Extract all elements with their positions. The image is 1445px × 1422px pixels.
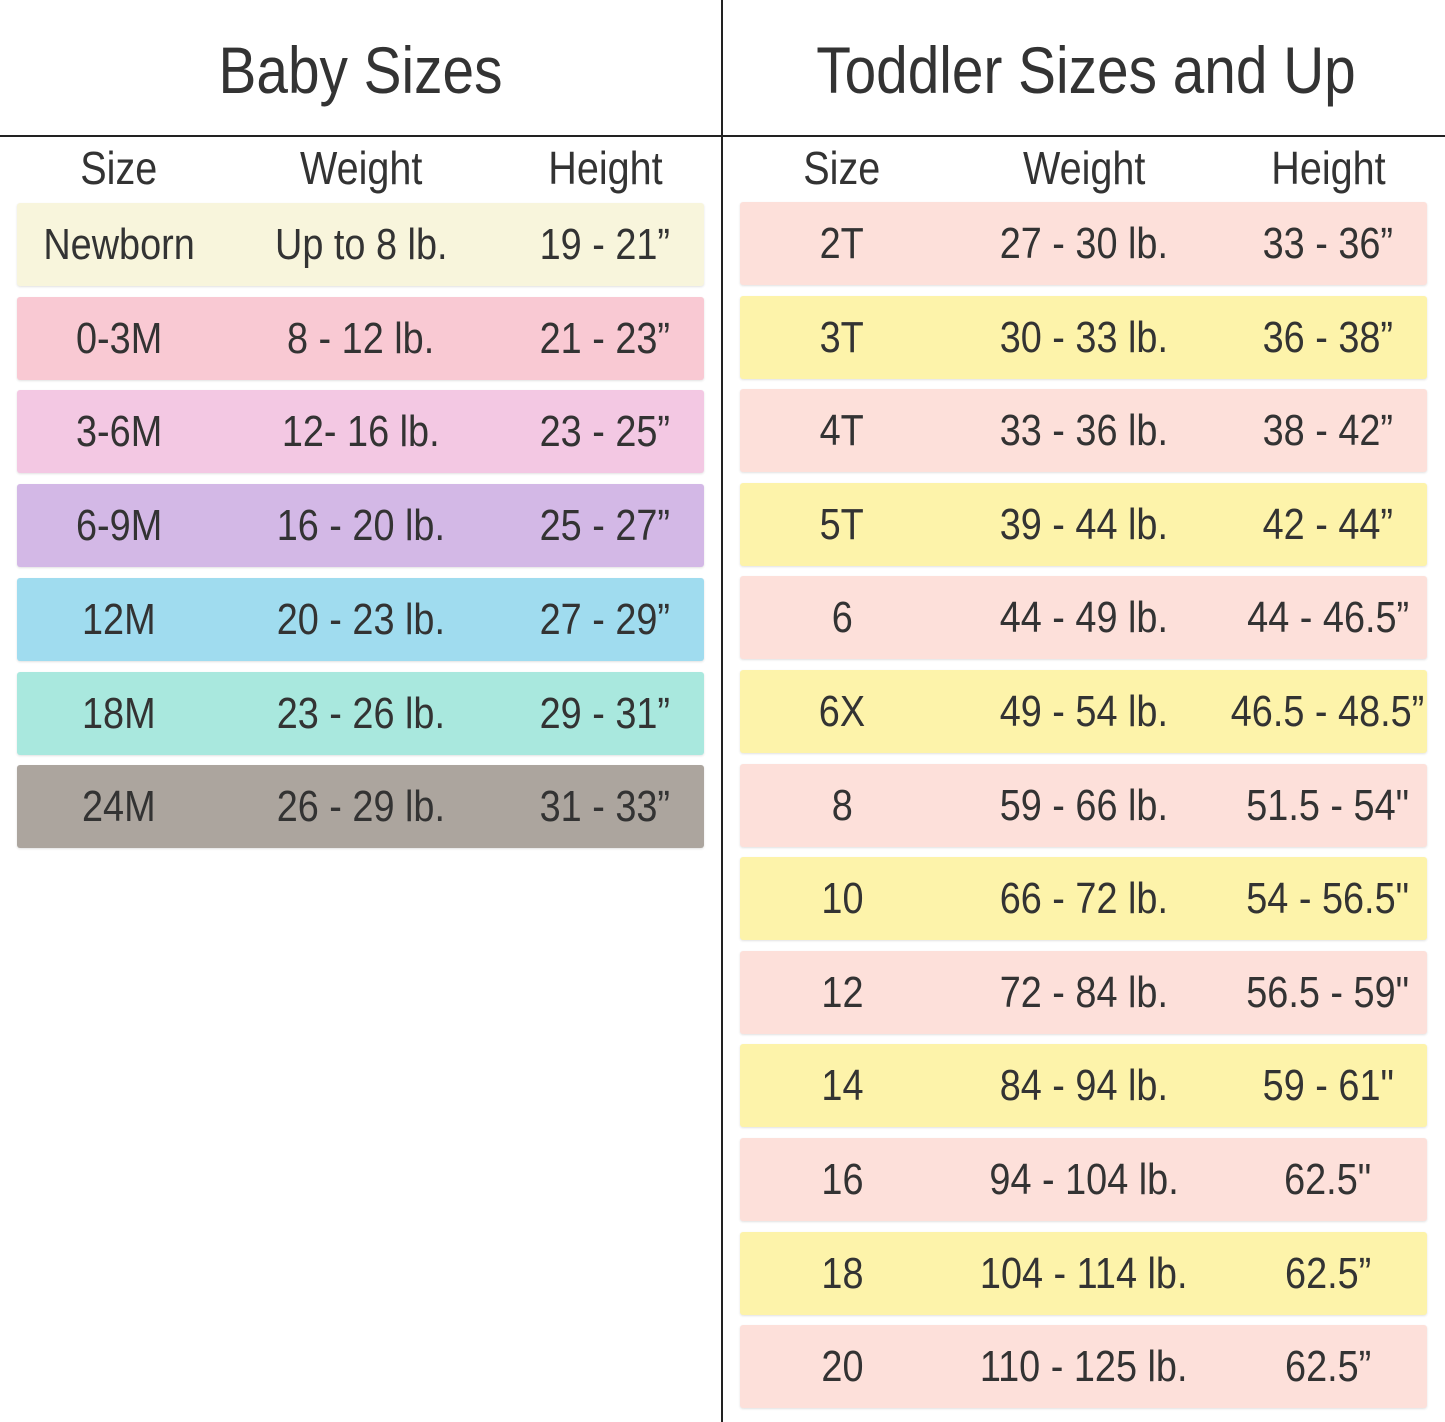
baby-size-row: 0-3M 8 - 12 lb. 21 - 23” — [17, 296, 704, 380]
baby-row-size: 3-6M — [75, 407, 163, 457]
toddler-row-weight: 44 - 49 lb. — [999, 593, 1169, 643]
toddler-row-size: 8 — [831, 780, 853, 830]
baby-size-row: Newborn Up to 8 lb. 19 - 21” — [17, 203, 704, 286]
baby-sizes-title: Baby Sizes — [218, 33, 503, 107]
toddler-size-row: 5T 39 - 44 lb. 42 - 44” — [740, 482, 1427, 566]
toddler-size-row: 12 72 - 84 lb. 56.5 - 59" — [740, 950, 1427, 1034]
toddler-row-weight: 30 - 33 lb. — [999, 312, 1169, 362]
toddler-size-row: 20 110 - 125 lb. 62.5” — [740, 1325, 1427, 1409]
baby-row-height: 31 - 33” — [539, 782, 671, 832]
baby-row-size: Newborn — [43, 220, 195, 269]
baby-row-height: 25 - 27” — [539, 501, 671, 551]
horizontal-divider — [0, 135, 1445, 137]
toddler-row-height: 46.5 - 48.5” — [1231, 687, 1425, 736]
baby-row-size: 24M — [82, 782, 156, 832]
toddler-row-size: 16 — [820, 1155, 864, 1204]
toddler-header-size: Size — [803, 142, 881, 194]
toddler-row-height: 51.5 - 54" — [1246, 780, 1410, 830]
baby-row-size: 18M — [82, 688, 156, 738]
toddler-row-weight: 72 - 84 lb. — [999, 967, 1169, 1017]
toddler-size-row: 10 66 - 72 lb. 54 - 56.5" — [740, 857, 1427, 941]
baby-row-height: 29 - 31” — [539, 688, 671, 738]
baby-size-row: 12M 20 - 23 lb. 27 - 29” — [17, 577, 704, 661]
baby-row-height: 27 - 29” — [539, 594, 671, 644]
toddler-row-height: 36 - 38” — [1262, 312, 1394, 362]
toddler-row-size: 20 — [820, 1342, 864, 1392]
toddler-row-weight: 59 - 66 lb. — [999, 780, 1169, 830]
toddler-size-row: 8 59 - 66 lb. 51.5 - 54" — [740, 763, 1427, 847]
toddler-row-size: 3T — [819, 312, 865, 362]
toddler-row-height: 42 - 44” — [1262, 499, 1394, 549]
toddler-row-weight: 27 - 30 lb. — [999, 219, 1169, 268]
toddler-size-row: 14 84 - 94 lb. 59 - 61" — [740, 1044, 1427, 1128]
baby-size-row: 6-9M 16 - 20 lb. 25 - 27” — [17, 484, 704, 568]
toddler-row-height: 59 - 61" — [1262, 1061, 1394, 1111]
toddler-row-size: 4T — [819, 406, 865, 456]
toddler-size-row: 16 94 - 104 lb. 62.5" — [740, 1138, 1427, 1221]
baby-header-height: Height — [547, 142, 663, 194]
toddler-row-weight: 104 - 114 lb. — [980, 1248, 1188, 1298]
baby-header-size: Size — [80, 142, 158, 194]
toddler-row-weight: 94 - 104 lb. — [989, 1155, 1179, 1204]
toddler-row-height: 62.5” — [1284, 1342, 1372, 1392]
toddler-row-size: 12 — [820, 967, 864, 1017]
baby-row-weight: 23 - 26 lb. — [276, 688, 446, 738]
toddler-header-weight: Weight — [1022, 142, 1146, 194]
vertical-divider — [721, 0, 723, 1422]
toddler-size-row: 6X 49 - 54 lb. 46.5 - 48.5” — [740, 670, 1427, 753]
baby-row-height: 23 - 25” — [539, 407, 671, 457]
toddler-size-row: 3T 30 - 33 lb. 36 - 38” — [740, 295, 1427, 379]
baby-row-height: 19 - 21” — [539, 220, 671, 269]
toddler-row-size: 18 — [820, 1248, 864, 1298]
baby-row-weight: 20 - 23 lb. — [276, 594, 446, 644]
toddler-column-headers: Size Weight Height — [740, 140, 1427, 196]
toddler-row-size: 14 — [820, 1061, 864, 1111]
baby-row-weight: 26 - 29 lb. — [276, 782, 446, 832]
toddler-row-size: 6 — [831, 593, 853, 643]
baby-row-weight: 8 - 12 lb. — [287, 313, 435, 363]
toddler-header-height: Height — [1270, 142, 1386, 194]
toddler-size-row: 2T 27 - 30 lb. 33 - 36” — [740, 202, 1427, 285]
toddler-row-weight: 49 - 54 lb. — [999, 687, 1169, 736]
toddler-row-height: 62.5” — [1284, 1248, 1372, 1298]
baby-row-height: 21 - 23” — [539, 313, 671, 363]
toddler-row-height: 54 - 56.5" — [1246, 874, 1410, 924]
toddler-row-height: 33 - 36” — [1262, 219, 1394, 268]
toddler-row-height: 38 - 42” — [1262, 406, 1394, 456]
baby-column-headers: Size Weight Height — [17, 140, 704, 196]
toddler-row-size: 10 — [820, 874, 864, 924]
baby-row-size: 6-9M — [75, 501, 163, 551]
toddler-row-size: 5T — [819, 499, 865, 549]
toddler-row-height: 62.5" — [1284, 1155, 1372, 1204]
baby-row-size: 12M — [82, 594, 156, 644]
baby-size-row: 18M 23 - 26 lb. 29 - 31” — [17, 671, 704, 755]
toddler-row-size: 6X — [818, 687, 866, 736]
toddler-row-weight: 33 - 36 lb. — [999, 406, 1169, 456]
baby-row-weight: Up to 8 lb. — [274, 220, 448, 269]
baby-size-row: 24M 26 - 29 lb. 31 - 33” — [17, 765, 704, 849]
toddler-row-size: 2T — [819, 219, 865, 268]
toddler-row-height: 44 - 46.5” — [1247, 593, 1409, 643]
baby-row-weight: 12- 16 lb. — [282, 407, 440, 457]
toddler-row-weight: 66 - 72 lb. — [999, 874, 1169, 924]
baby-header-weight: Weight — [299, 142, 423, 194]
toddler-row-weight: 110 - 125 lb. — [980, 1342, 1188, 1392]
toddler-row-weight: 39 - 44 lb. — [999, 499, 1169, 549]
baby-row-size: 0-3M — [75, 313, 163, 363]
baby-row-weight: 16 - 20 lb. — [276, 501, 446, 551]
toddler-row-weight: 84 - 94 lb. — [999, 1061, 1169, 1111]
toddler-size-row: 6 44 - 49 lb. 44 - 46.5” — [740, 576, 1427, 660]
toddler-size-row: 18 104 - 114 lb. 62.5” — [740, 1231, 1427, 1315]
toddler-row-height: 56.5 - 59" — [1246, 967, 1410, 1017]
baby-size-row: 3-6M 12- 16 lb. 23 - 25” — [17, 390, 704, 474]
toddler-sizes-title: Toddler Sizes and Up — [816, 33, 1356, 107]
toddler-size-row: 4T 33 - 36 lb. 38 - 42” — [740, 389, 1427, 473]
